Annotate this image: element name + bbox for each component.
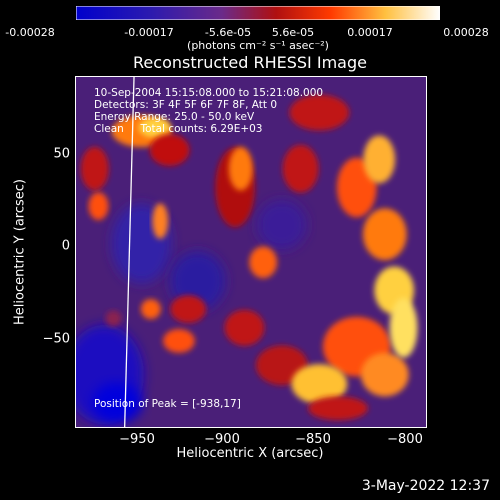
y-tick-label: 50 [53,146,70,162]
plot-area: 10-Sep-2004 15:15:08.000 to 15:21:08.000… [75,76,427,428]
colorbar-tick-label: -0.00028 [5,26,55,39]
solar-limb-line [124,77,135,427]
heatmap-blob [138,117,171,138]
heatmap-blob [308,396,368,421]
colorbar-tick-label: -0.00017 [124,26,174,39]
heatmap-blob [170,295,207,324]
heatmap-blob [228,146,253,191]
heatmap-blob [291,364,348,404]
heatmap-blob [360,352,409,397]
colorbar-gradient [75,5,441,21]
y-tick-label: 0 [61,238,70,254]
y-tick-label: −50 [42,331,70,347]
heatmap-blob [152,203,169,240]
colorbar-tick-label: -5.6e-05 [204,26,252,39]
annotation-detectors: Detectors: 3F 4F 5F 6F 7F 8F, Att 0 [94,99,278,111]
heatmap-blob [140,299,161,320]
y-axis-label: Heliocentric Y (arcsec) [12,179,28,325]
heatmap-blob [88,192,109,221]
heatmap-blob [289,94,350,131]
heatmap-blob [105,310,122,327]
heatmap-blob [149,134,190,166]
colorbar-units: (photons cm⁻² s⁻¹ asec⁻²) [187,39,329,52]
heatmap-blob [249,246,278,279]
annotation-energy-range: Energy Range: 25.0 - 50.0 keV [94,111,255,123]
colorbar-tick-label: 5.6e-05 [271,26,315,39]
heatmap-image [76,77,426,427]
heatmap-blob [92,382,143,423]
heatmap-blob [163,328,195,353]
colorbar-tick-label: 0.00028 [443,26,489,39]
heatmap-blob [363,135,396,184]
annotation-time-range: 10-Sep-2004 15:15:08.000 to 15:21:08.000 [94,87,324,99]
timestamp: 3-May-2022 12:37 [361,478,490,494]
colorbar [75,5,441,21]
heatmap-blob [389,297,418,358]
heatmap-blob [80,146,109,191]
x-axis-label: Heliocentric X (arcsec) [176,446,324,461]
heatmap-blob [282,144,319,193]
x-tick-label: −850 [295,432,331,447]
colorbar-tick-label: 0.00017 [347,26,393,39]
chart-title: Reconstructed RHESSI Image [133,53,367,72]
annotation-clean-counts: Clean Total counts: 6.29E+03 [94,123,263,135]
heatmap-blob [224,309,265,346]
x-tick-label: −800 [387,432,423,447]
heatmap-blob [362,208,407,261]
annotation-peak-position: Position of Peak = [-938,17] [94,398,241,410]
x-tick-label: −950 [119,432,155,447]
heatmap-blob [257,200,307,250]
x-tick-label: −900 [204,432,240,447]
